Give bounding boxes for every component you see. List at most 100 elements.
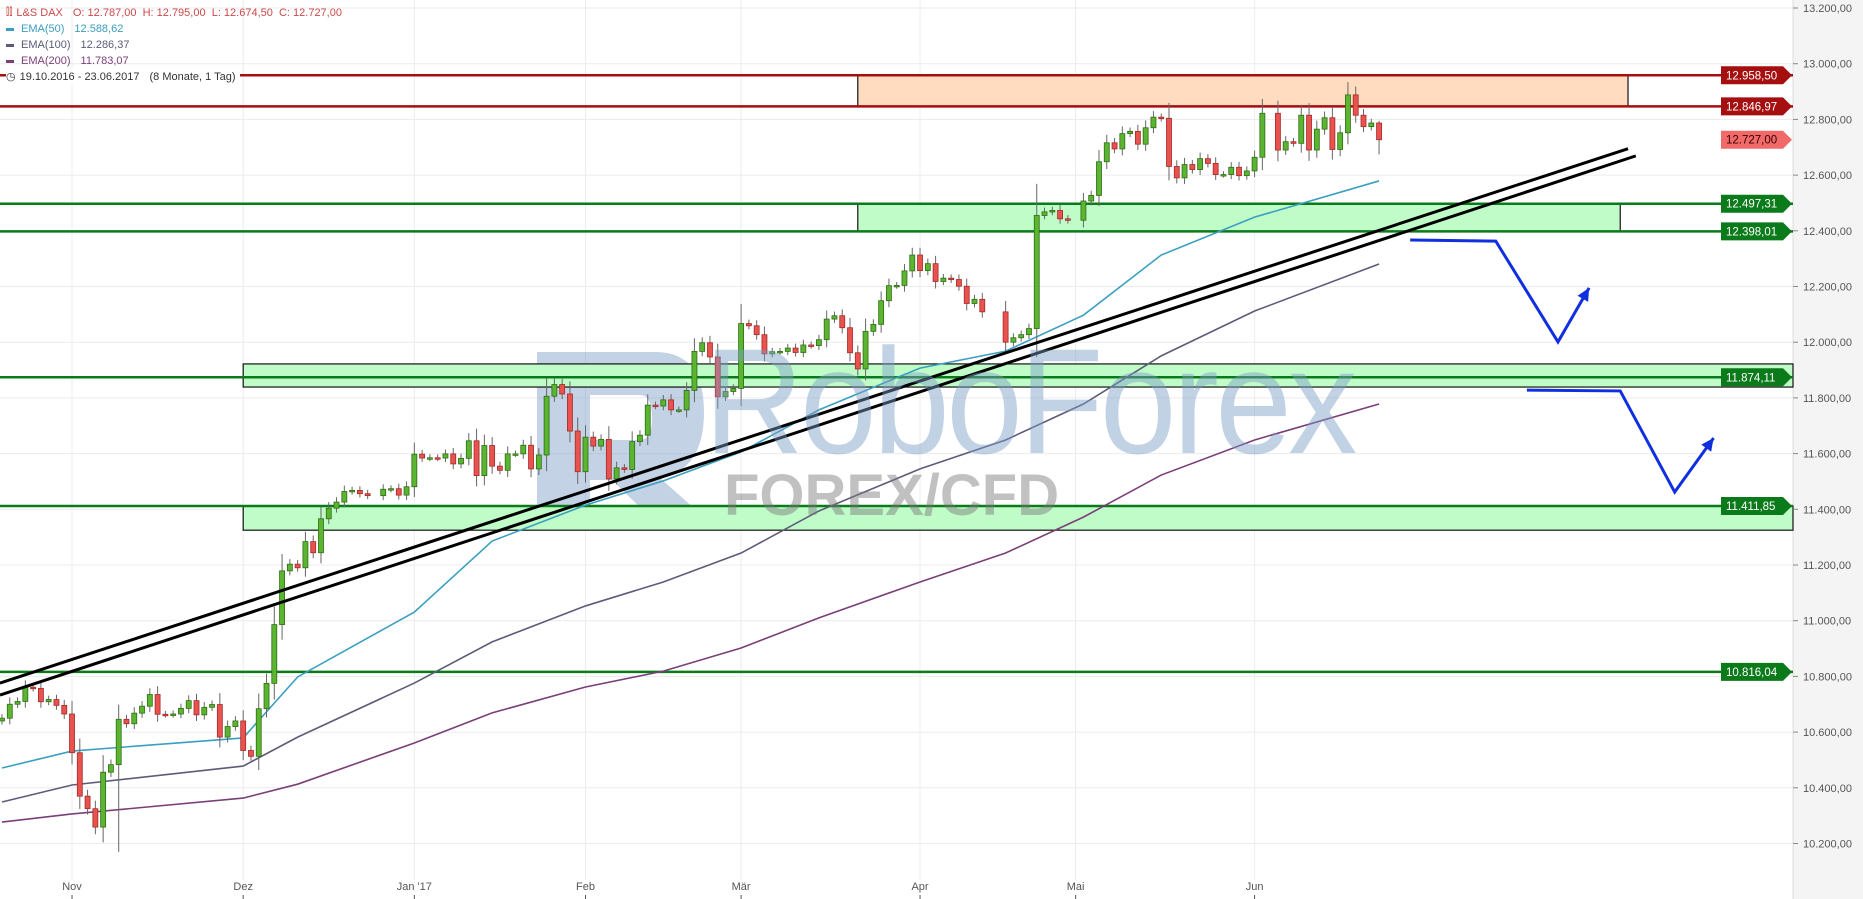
candle-body	[1142, 127, 1149, 145]
candle	[854, 345, 861, 376]
candle	[574, 417, 581, 484]
candle-body	[1049, 210, 1056, 213]
candle-body	[76, 752, 83, 797]
candle	[668, 394, 674, 416]
candle	[1228, 162, 1235, 180]
candle-body	[652, 404, 659, 408]
candle-body	[971, 298, 978, 304]
candle	[395, 483, 402, 500]
candle-body	[714, 356, 721, 398]
candle	[1166, 102, 1172, 181]
candle-body	[481, 445, 488, 477]
candle-body	[1313, 128, 1320, 151]
candle	[800, 339, 807, 358]
candle-body	[1088, 195, 1095, 202]
trendline	[0, 154, 1637, 697]
candle-body	[893, 284, 900, 288]
candle-body	[1251, 156, 1258, 172]
trendlines	[0, 147, 1637, 697]
candle-body	[745, 323, 752, 327]
candle	[753, 320, 760, 340]
candle-body	[1119, 133, 1126, 150]
candle-body	[1173, 166, 1180, 179]
candle-body	[1352, 94, 1359, 116]
candle	[356, 486, 363, 498]
candle-body	[1033, 215, 1040, 329]
candle-body	[271, 624, 278, 684]
candle	[185, 695, 192, 714]
candle	[1275, 100, 1281, 162]
candle-body	[854, 352, 861, 370]
x-tick-label: Feb	[576, 881, 595, 893]
y-tick-label: 12.200,00	[1803, 282, 1852, 294]
candle-body	[629, 441, 636, 470]
y-tick-label: 13.000,00	[1803, 59, 1852, 71]
candle-body	[434, 457, 441, 460]
y-tick-label: 12.600,00	[1803, 170, 1852, 182]
candle-body	[691, 350, 698, 391]
candle	[637, 430, 643, 447]
legend-ema-100[interactable]: EMA(100) 12.286,37	[6, 37, 342, 53]
candle-body	[458, 457, 464, 465]
candle-body	[201, 706, 208, 716]
candle-body	[1166, 117, 1172, 167]
candle-body	[738, 323, 744, 389]
candle-body	[263, 682, 270, 710]
candle	[1368, 118, 1375, 131]
candle-body	[1282, 141, 1289, 151]
candle	[100, 755, 107, 843]
candle	[675, 406, 682, 413]
candle	[769, 347, 776, 358]
candle-body	[84, 795, 91, 810]
legend-ema-50[interactable]: EMA(50) 12.588,62	[6, 21, 342, 37]
candle	[434, 454, 441, 462]
candle	[310, 535, 317, 559]
candle	[504, 446, 511, 478]
trendline	[0, 147, 1629, 685]
candle-body	[504, 453, 511, 471]
candle-body	[1181, 164, 1188, 179]
candle-body	[753, 325, 760, 336]
candle	[924, 258, 931, 276]
y-tick-label: 11.000,00	[1803, 616, 1851, 628]
candle	[131, 707, 138, 730]
price-tag-bg	[1721, 222, 1792, 241]
candle	[1010, 333, 1017, 347]
candle	[1189, 159, 1196, 174]
candle	[115, 704, 122, 852]
candle-body	[613, 467, 620, 480]
candle-body	[255, 708, 262, 757]
candle	[878, 291, 885, 333]
candle	[497, 461, 503, 475]
candle	[621, 464, 628, 473]
candle	[302, 531, 309, 577]
legend-date-range[interactable]: ◷ 19.10.2016 - 23.06.2017 (8 Monate, 1 T…	[6, 69, 240, 85]
candle-body	[286, 563, 293, 572]
candle-body	[512, 453, 519, 456]
candle-body	[520, 444, 527, 455]
legend-ema-200[interactable]: EMA(200) 11.783,07	[6, 53, 342, 69]
candle-body	[185, 700, 192, 709]
candle	[38, 681, 44, 708]
candle	[823, 310, 830, 348]
candle	[1127, 127, 1133, 138]
candle-body	[1368, 122, 1375, 128]
candle-body	[193, 700, 200, 716]
price-tag-bg	[1721, 496, 1792, 515]
candle	[1236, 161, 1242, 181]
candle	[341, 485, 348, 508]
candle	[567, 381, 573, 443]
candle	[1049, 206, 1056, 216]
candle	[909, 247, 916, 278]
candle-body	[162, 713, 169, 717]
legend-instrument-row[interactable]: ⫿⫿ L&S DAX O: 12.787,00 H: 12.795,00 L: …	[6, 5, 342, 21]
candle-body	[403, 486, 410, 496]
candle-body	[870, 323, 877, 332]
candle-body	[1329, 117, 1336, 150]
candle-body	[1205, 158, 1211, 164]
candle-body	[310, 541, 317, 554]
candle-body	[979, 298, 986, 313]
candle-body	[465, 440, 472, 459]
candle	[707, 335, 713, 364]
